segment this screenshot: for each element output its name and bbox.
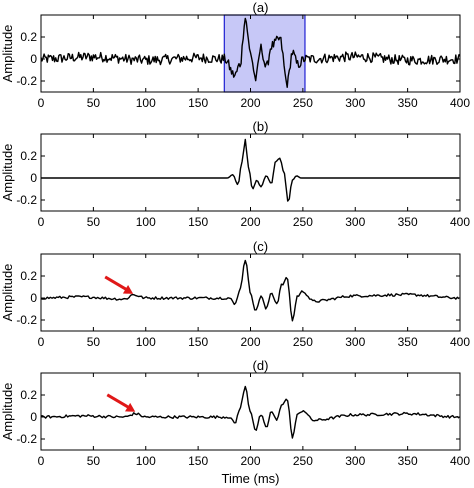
- y-tick-label: -0.2: [16, 74, 37, 88]
- axes-frame: [40, 133, 461, 212]
- y-tick-label: -0.2: [16, 432, 37, 446]
- x-tick-label: 250: [293, 335, 313, 349]
- y-tick-label: 0.2: [20, 149, 37, 163]
- x-axis-label: Time (ms): [221, 471, 279, 486]
- x-tick-label: 250: [293, 96, 313, 110]
- y-tick-label: 0: [30, 291, 37, 305]
- trace-line: [40, 259, 460, 322]
- y-tick-label: 0.2: [20, 388, 37, 402]
- y-tick-label: 0: [30, 410, 37, 424]
- x-tick-label: 350: [398, 335, 418, 349]
- y-tick-label: 0: [30, 171, 37, 185]
- x-tick-label: 100: [136, 335, 156, 349]
- x-tick-label: 150: [188, 454, 208, 468]
- x-tick-label: 100: [136, 454, 156, 468]
- panel-a: 0 50 100 150 200 250 300 350 400-0.200.2(a)Ampli…: [0, 0, 470, 110]
- trace-line: [41, 385, 460, 439]
- x-tick-label: 0: [38, 335, 45, 349]
- x-tick-label: 300: [345, 454, 365, 468]
- x-tick-label: 200: [240, 335, 260, 349]
- x-tick-label: 300: [345, 335, 365, 349]
- trace-line: [40, 17, 461, 88]
- panel-c: 0 50 100 150 200 250 300 350 400-0.200.2(c)Ampli…: [0, 239, 470, 349]
- x-tick-label: 50: [87, 215, 101, 229]
- x-tick-label: 150: [188, 215, 208, 229]
- x-tick-label: 50: [87, 96, 101, 110]
- x-tick-label: 200: [240, 96, 260, 110]
- x-tick-label: 50: [87, 454, 101, 468]
- x-tick-label: 0: [38, 454, 45, 468]
- y-axis-label: Amplitude: [0, 25, 15, 83]
- trace-line: [41, 138, 459, 202]
- x-tick-label: 250: [293, 215, 313, 229]
- y-tick-label: 0.2: [20, 269, 37, 283]
- x-tick-label: 350: [398, 215, 418, 229]
- y-tick-label: 0: [30, 52, 37, 66]
- panel-b: 0 50 100 150 200 250 300 350 400-0.200.2(b)Ampli…: [0, 119, 470, 229]
- x-tick-label: 200: [240, 454, 260, 468]
- x-tick-label: 300: [345, 215, 365, 229]
- x-tick-label: 150: [188, 335, 208, 349]
- x-tick-label: 200: [240, 215, 260, 229]
- x-tick-label: 300: [345, 96, 365, 110]
- y-axis-label: Amplitude: [0, 144, 15, 202]
- y-tick-label: -0.2: [16, 313, 37, 327]
- x-tick-label: 350: [398, 96, 418, 110]
- x-tick-label: 400: [450, 454, 470, 468]
- x-tick-label: 150: [188, 96, 208, 110]
- x-tick-label: 0: [38, 96, 45, 110]
- panel-d: 0 50 100 150 200 250 300 350 400-0.200.2(d)Ampli…: [0, 358, 470, 486]
- y-axis-label: Amplitude: [0, 383, 15, 441]
- y-tick-label: 0.2: [20, 30, 37, 44]
- panel-label: (c): [253, 239, 268, 254]
- x-tick-label: 400: [450, 215, 470, 229]
- red-arrow-annotation: [104, 275, 134, 294]
- x-tick-label: 250: [293, 454, 313, 468]
- panel-label: (b): [253, 119, 269, 134]
- x-tick-label: 50: [87, 335, 101, 349]
- panel-label: (a): [253, 0, 269, 15]
- x-tick-label: 400: [450, 96, 470, 110]
- red-arrow-annotation: [106, 393, 136, 412]
- x-tick-label: 100: [136, 215, 156, 229]
- y-tick-label: -0.2: [16, 193, 37, 207]
- x-tick-label: 0: [38, 215, 45, 229]
- x-tick-label: 400: [450, 335, 470, 349]
- panel-label: (d): [253, 358, 269, 373]
- x-tick-label: 350: [398, 454, 418, 468]
- x-tick-label: 100: [136, 96, 156, 110]
- y-axis-label: Amplitude: [0, 264, 15, 322]
